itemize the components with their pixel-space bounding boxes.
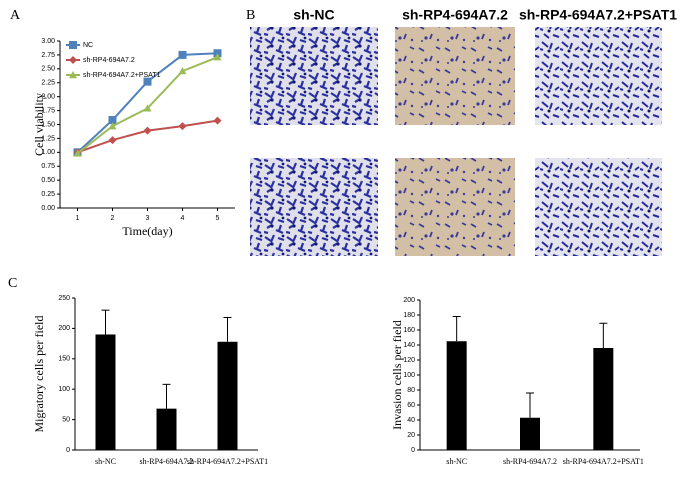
marker (73, 149, 82, 157)
micrograph (395, 158, 515, 256)
x-tick-label: 2 (111, 215, 115, 222)
y-tick-label: 2.25 (41, 80, 55, 87)
y-axis-label: Cell viability (32, 93, 46, 156)
y-tick-label: 250 (58, 295, 70, 302)
micrograph (250, 27, 378, 125)
legend-label: NC (83, 42, 93, 49)
y-tick-label: 1.50 (41, 121, 55, 128)
y-tick-label: 40 (407, 417, 415, 424)
y-tick-label: 0.00 (41, 205, 55, 212)
y-tick-label: 0.25 (41, 191, 55, 198)
y-tick-label: 100 (58, 386, 70, 393)
micrograph (250, 158, 378, 256)
y-tick-label: 180 (403, 312, 415, 319)
marker (213, 53, 222, 61)
marker (213, 116, 222, 125)
marker (178, 67, 187, 75)
y-tick-label: 140 (403, 342, 415, 349)
x-tick-label: sh-RP4-694A7.2 (139, 457, 193, 466)
x-axis-label: Time(day) (122, 224, 172, 238)
y-tick-label: 50 (62, 416, 70, 423)
y-tick-label: 0 (411, 447, 415, 454)
marker (178, 122, 187, 131)
legend-marker (69, 71, 77, 79)
panel-label: B (246, 8, 255, 23)
bar (520, 417, 540, 450)
legend-label: sh-RP4-694A7.2 (83, 57, 135, 64)
image-column-label: sh-RP4-694A7.2 (402, 7, 508, 23)
y-tick-label: 160 (403, 327, 415, 334)
marker (108, 136, 117, 145)
y-tick-label: 1.75 (41, 107, 55, 114)
x-tick-label: sh-NC (446, 457, 467, 466)
image-column-label: sh-NC (293, 7, 334, 23)
x-tick-label: 1 (76, 215, 80, 222)
y-tick-label: 60 (407, 402, 415, 409)
marker (108, 122, 117, 130)
y-tick-label: 0 (66, 447, 70, 454)
y-tick-label: 200 (58, 325, 70, 332)
x-tick-label: sh-NC (95, 457, 116, 466)
micrograph (535, 27, 662, 125)
panel-label: A (10, 8, 21, 23)
y-tick-label: 200 (403, 297, 415, 304)
marker (143, 104, 152, 112)
bar (156, 408, 177, 450)
y-tick-label: 80 (407, 387, 415, 394)
x-tick-label: 5 (216, 215, 220, 222)
marker (178, 50, 187, 59)
panel-label: C (8, 276, 17, 291)
x-tick-label: sh-RP4-694A7.2+PSAT1 (187, 457, 268, 466)
bar (446, 341, 467, 450)
micrograph (395, 27, 515, 125)
x-tick-label: sh-RP4-694A7.2 (503, 457, 557, 466)
y-axis-label: Migratory cells per field (32, 316, 46, 433)
marker (108, 116, 117, 125)
y-tick-label: 3.00 (41, 38, 55, 45)
legend-marker (69, 56, 77, 64)
y-tick-label: 1.00 (41, 149, 55, 156)
y-tick-label: 2.75 (41, 52, 55, 59)
legend-marker (69, 41, 77, 49)
legend-label: sh-RP4-694A7.2+PSAT1 (83, 72, 161, 79)
y-tick-label: 2.00 (41, 94, 55, 101)
image-column-label: sh-RP4-694A7.2+PSAT1 (519, 7, 677, 23)
x-tick-label: 3 (146, 215, 150, 222)
micrograph (535, 158, 662, 256)
y-tick-label: 100 (403, 372, 415, 379)
x-tick-label: 4 (181, 215, 185, 222)
y-tick-label: 2.50 (41, 66, 55, 73)
bar (95, 334, 116, 450)
marker (143, 126, 152, 135)
y-tick-label: 20 (407, 432, 415, 439)
y-tick-label: 1.25 (41, 135, 55, 142)
y-axis-label: Invasion cells per field (390, 320, 404, 430)
y-tick-label: 120 (403, 357, 415, 364)
bar (217, 341, 238, 450)
marker (143, 77, 152, 86)
y-tick-label: 0.50 (41, 177, 55, 184)
y-tick-label: 0.75 (41, 163, 55, 170)
y-tick-label: 150 (58, 356, 70, 363)
x-tick-label: sh-RP4-694A7.2+PSAT1 (563, 457, 644, 466)
bar (593, 348, 614, 450)
